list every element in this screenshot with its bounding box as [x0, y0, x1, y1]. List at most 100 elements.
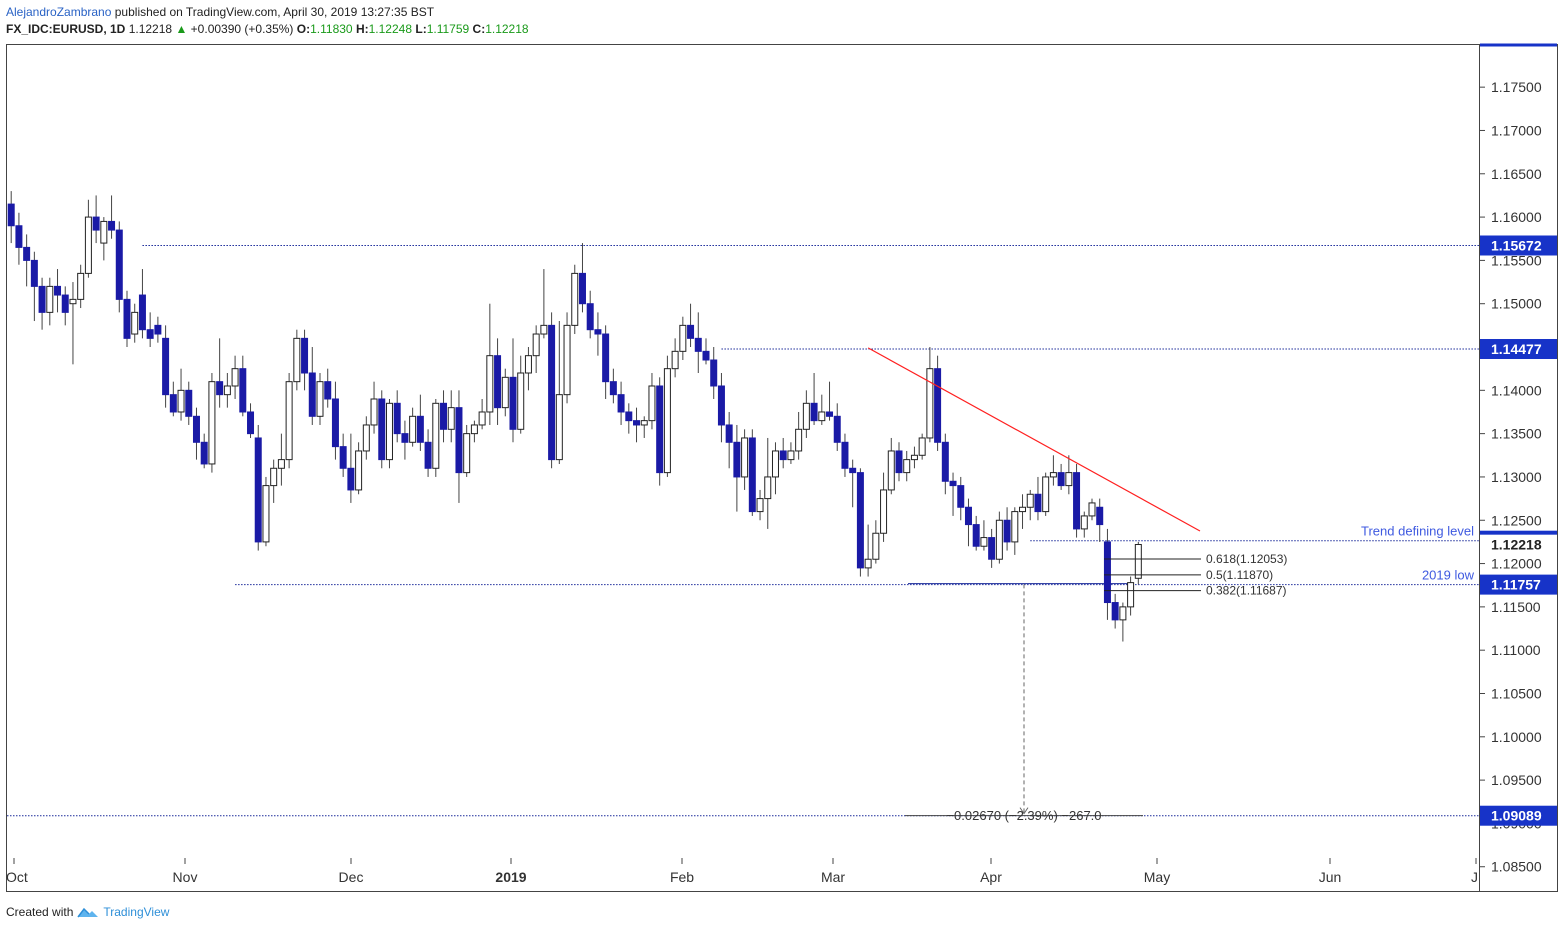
bull-candle: [910, 454, 918, 461]
bull-candle: [177, 389, 185, 413]
price-tick-label: 1.16000: [1491, 209, 1542, 225]
bull-candle: [880, 489, 888, 534]
bear-candle: [594, 329, 602, 335]
bear-candle: [602, 333, 610, 383]
fib-level-label: 0.5(1.11870): [1206, 568, 1273, 582]
bear-candle: [717, 385, 725, 426]
bull-candle: [1080, 515, 1088, 530]
bull-candle: [1127, 582, 1135, 608]
bull-candle: [571, 272, 579, 326]
open-value: 1.11830: [310, 22, 353, 36]
bull-candle: [432, 402, 440, 469]
tradingview-brand[interactable]: TradingView: [103, 905, 170, 919]
bull-candle: [131, 311, 139, 335]
bull-candle: [277, 459, 285, 469]
trend-line: [867, 347, 1201, 532]
bull-candle: [501, 376, 509, 409]
publish-info: AlejandroZambrano published on TradingVi…: [6, 5, 434, 19]
close-value: 1.12218: [485, 22, 529, 36]
bull-candle: [640, 420, 648, 426]
bear-candle: [61, 294, 69, 313]
time-tick-label: Apr: [980, 869, 1002, 885]
level-price-label: 1.09089: [1491, 808, 1542, 824]
candlestick-series: [7, 191, 1142, 642]
bear-candle: [115, 229, 123, 300]
price-axis[interactable]: 1.17500 1.17000 1.16500 1.16000 1.15500 1.150…: [1480, 79, 1542, 875]
level-price-label-bg: [1480, 235, 1557, 256]
footer: Created with TradingView: [6, 905, 169, 919]
bear-candle: [578, 272, 586, 305]
tradingview-logo-icon[interactable]: [77, 906, 99, 918]
bull-candle: [262, 485, 270, 543]
time-tick-label: J: [1471, 869, 1478, 885]
symbol-label: FX_IDC:EURUSD, 1D: [6, 22, 126, 36]
bear-candle: [1096, 506, 1104, 526]
bear-candle: [200, 441, 208, 465]
bear-candle: [833, 415, 841, 443]
bull-candle: [100, 220, 108, 244]
level-price-label-bg: [1480, 339, 1557, 360]
bear-candle: [54, 285, 62, 296]
bull-candle: [671, 350, 679, 370]
bear-candle: [455, 407, 463, 474]
price-tick-label: 1.12500: [1491, 512, 1542, 528]
bear-candle: [216, 381, 224, 396]
bear-candle: [733, 441, 741, 478]
bear-candle: [138, 294, 146, 331]
bull-candle: [802, 402, 810, 430]
time-tick-label: Dec: [339, 869, 364, 885]
bear-candle: [123, 298, 131, 339]
author-link[interactable]: AlejandroZambrano: [6, 5, 112, 19]
low-label: L:: [415, 22, 427, 36]
bear-candle: [308, 372, 316, 417]
bear-candle: [324, 381, 332, 400]
bull-candle: [818, 411, 826, 422]
level-price-label-bg: [1480, 805, 1557, 826]
up-arrow-icon: ▲: [175, 22, 188, 36]
bull-candle: [764, 476, 772, 500]
price-labels: 1.156721.144771.122641.117571.090891.122…: [1480, 235, 1557, 826]
bear-candle: [586, 303, 594, 331]
bear-candle: [941, 441, 949, 482]
bull-candle: [540, 324, 548, 335]
level-price-label-bg: [1480, 574, 1557, 595]
bull-candle: [385, 402, 393, 461]
bear-candle: [239, 368, 247, 413]
bear-candle: [401, 433, 409, 443]
bull-candle: [795, 428, 803, 452]
bull-candle: [293, 337, 301, 383]
bull-candle: [370, 398, 378, 426]
bull-candle: [69, 298, 77, 305]
bull-candle: [463, 433, 471, 474]
bear-candle: [15, 225, 23, 248]
price-tick-label: 1.17000: [1491, 122, 1542, 138]
horizontal-levels: Trend defining level 2019 low: [7, 244, 1479, 817]
bear-candle: [7, 203, 15, 227]
bear-candle: [169, 394, 177, 413]
bear-candle: [92, 216, 100, 231]
level-price-label: 1.15672: [1491, 237, 1542, 253]
measure-label: −0.02670 (−2.39%) −267.0: [946, 808, 1101, 823]
bull-candle: [771, 450, 779, 478]
bear-candle: [617, 394, 625, 413]
price-tick-label: 1.12000: [1491, 556, 1542, 572]
price-change: +0.00390 (+0.35%): [190, 22, 294, 36]
bull-candle: [679, 324, 687, 352]
level-annotation: Trend defining level: [1361, 524, 1474, 539]
last-price: 1.12218: [128, 22, 173, 36]
time-axis[interactable]: Oct Nov Dec 2019 Feb Mar Apr May Jun J: [6, 858, 1478, 885]
price-tick-label: 1.13500: [1491, 426, 1542, 442]
time-tick-label: Mar: [821, 869, 845, 885]
publish-text: published on TradingView.com, April 30, …: [114, 5, 435, 19]
bear-candle: [146, 329, 154, 339]
bull-candle: [756, 498, 764, 513]
bull-candle: [787, 450, 795, 461]
bear-candle: [856, 472, 864, 569]
bull-candle: [447, 407, 455, 430]
bear-candle: [494, 355, 502, 409]
symbol-info: FX_IDC:EURUSD, 1D 1.12218 ▲ +0.00390 (+0…: [6, 22, 529, 36]
bull-candle: [918, 437, 926, 456]
bull-candle: [926, 368, 934, 439]
bull-candle: [208, 381, 216, 465]
